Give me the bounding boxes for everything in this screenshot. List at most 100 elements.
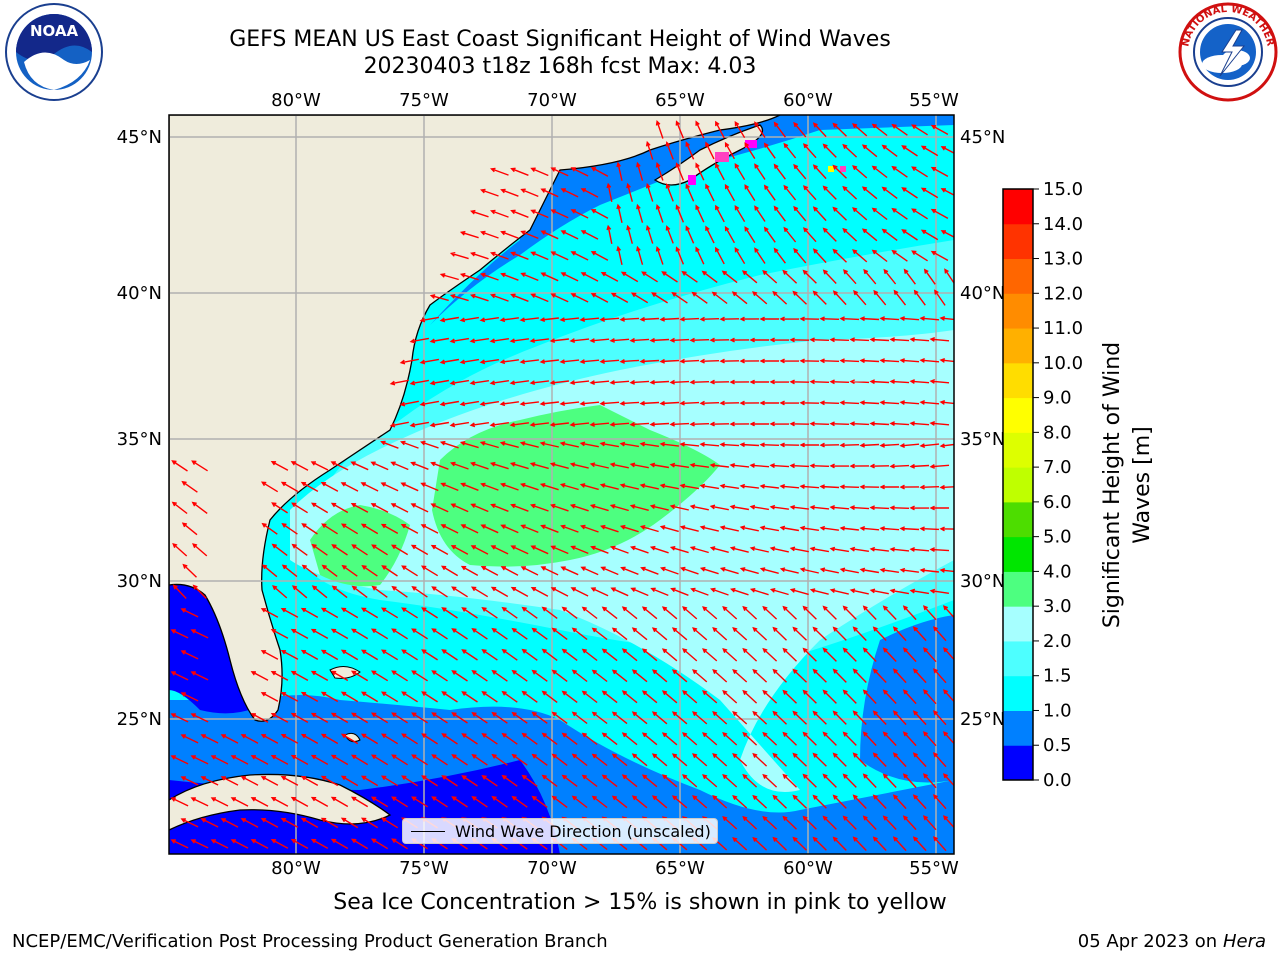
wind-arrow xyxy=(752,626,768,641)
lon-label-top: 75°W xyxy=(399,90,449,111)
wind-arrow xyxy=(439,400,460,407)
wind-arrow xyxy=(942,731,954,745)
wind-arrow xyxy=(521,690,538,703)
wind-arrow xyxy=(782,647,797,662)
wind-arrow xyxy=(769,463,790,469)
wind-arrow xyxy=(669,337,690,343)
wind-arrow xyxy=(571,795,588,809)
wind-arrow xyxy=(530,251,549,261)
wind-arrow xyxy=(682,606,698,620)
wind-arrow xyxy=(579,359,600,364)
wind-arrow xyxy=(769,337,790,343)
wind-arrow xyxy=(719,483,740,489)
wind-arrow xyxy=(649,379,670,385)
wind-arrow xyxy=(441,649,458,661)
wind-arrow xyxy=(650,587,669,597)
wind-arrow xyxy=(380,691,399,703)
wind-arrow xyxy=(939,358,954,363)
wind-arrow xyxy=(902,731,917,747)
wind-arrow xyxy=(659,441,679,447)
wind-arrow xyxy=(919,567,939,573)
wind-arrow xyxy=(191,460,208,472)
wind-arrow xyxy=(391,796,408,808)
wind-arrow xyxy=(659,525,679,533)
wind-arrow xyxy=(819,484,840,490)
wind-arrow xyxy=(491,669,508,682)
wind-arrow xyxy=(340,733,359,745)
wind-arrow xyxy=(470,209,489,218)
wind-arrow xyxy=(871,249,888,263)
wind-arrow xyxy=(571,753,588,767)
wind-arrow xyxy=(710,587,729,596)
wind-arrow xyxy=(912,710,927,726)
wind-arrow xyxy=(529,380,549,386)
wind-arrow xyxy=(832,836,847,851)
wind-arrow xyxy=(310,628,329,640)
wind-arrow xyxy=(449,337,470,344)
wind-arrow xyxy=(939,484,954,490)
wind-arrow xyxy=(520,566,539,576)
wind-arrow xyxy=(609,504,629,512)
wind-arrow xyxy=(320,691,339,703)
wind-arrow xyxy=(859,484,880,490)
wind-arrow xyxy=(939,400,954,405)
wind-arrow xyxy=(940,188,954,196)
wind-arrow xyxy=(734,163,746,181)
wind-arrow xyxy=(420,565,439,577)
wind-arrow xyxy=(560,188,579,198)
wind-arrow xyxy=(529,422,549,428)
wind-arrow xyxy=(752,291,768,305)
wind-arrow xyxy=(639,483,659,490)
wind-arrow xyxy=(451,670,468,682)
wind-arrow xyxy=(734,247,746,265)
wind-arrow xyxy=(591,711,608,725)
wind-arrow xyxy=(902,815,917,831)
wind-arrow xyxy=(570,167,589,177)
wind-arrow xyxy=(705,225,715,244)
wind-arrow xyxy=(340,482,359,492)
wind-arrow xyxy=(819,316,840,322)
wind-arrow xyxy=(695,162,705,181)
wind-arrow xyxy=(370,838,389,850)
colorbar-segment xyxy=(1003,293,1033,329)
wind-arrow xyxy=(630,545,649,554)
wind-arrow xyxy=(520,230,539,240)
wind-arrow xyxy=(490,503,509,512)
lon-label-top: 60°W xyxy=(783,90,833,111)
wind-arrow xyxy=(871,165,888,179)
wind-arrow xyxy=(739,483,759,489)
wind-arrow xyxy=(581,648,598,662)
wind-arrow xyxy=(812,164,827,180)
wind-arrow xyxy=(734,121,746,139)
wind-arrow xyxy=(932,626,947,642)
wind-arrow xyxy=(641,732,658,746)
wind-arrow xyxy=(779,525,800,532)
wind-arrow xyxy=(862,731,877,746)
wind-arrow xyxy=(912,752,927,768)
wind-arrow xyxy=(920,187,939,199)
wind-arrow xyxy=(360,482,379,492)
wind-arrow xyxy=(899,400,920,405)
land-bahamas xyxy=(329,666,361,679)
wind-arrow xyxy=(739,567,759,575)
wind-arrow xyxy=(540,524,559,533)
colorbar: 0.0 0.5 1.0 1.5 2.0 3.0 4.0 5.0 6.0 7.0 8.0 9.0 10.0… xyxy=(1002,179,1083,791)
footer-date: 05 Apr 2023 on Hera xyxy=(1078,931,1266,952)
wind-arrow xyxy=(852,123,868,137)
wind-arrow xyxy=(839,358,860,364)
wind-arrow xyxy=(479,441,499,449)
wind-arrow xyxy=(782,731,797,746)
wind-arrow xyxy=(701,270,718,283)
wind-arrow xyxy=(380,440,399,449)
wind-arrow xyxy=(580,524,599,533)
wind-arrow xyxy=(181,480,198,493)
wind-arrow xyxy=(901,187,918,199)
wind-arrow xyxy=(191,501,208,514)
wind-arrow xyxy=(869,546,889,552)
wind-arrow xyxy=(920,145,939,157)
wind-arrow xyxy=(539,401,559,407)
wind-arrow xyxy=(451,796,468,808)
wind-arrow xyxy=(792,752,807,767)
wind-arrow xyxy=(793,247,807,264)
wind-arrow xyxy=(539,317,559,323)
